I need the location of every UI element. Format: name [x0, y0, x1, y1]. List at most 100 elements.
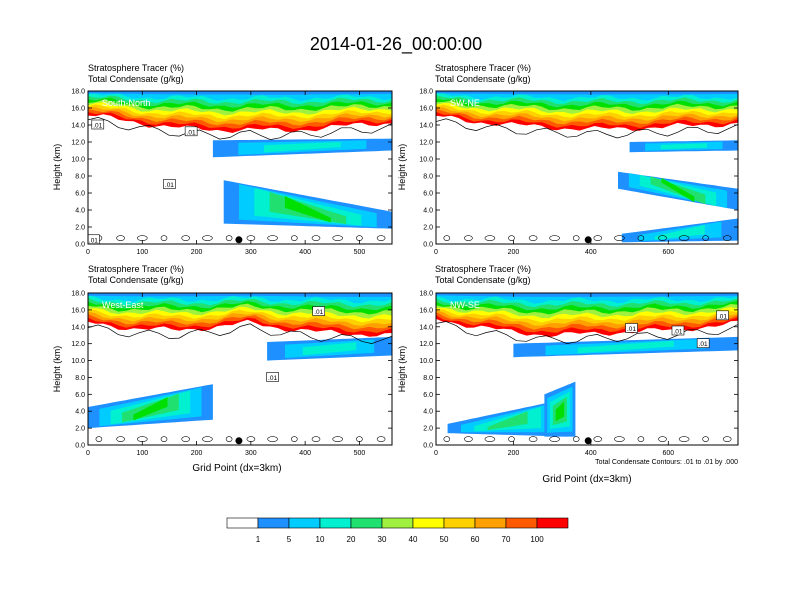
condensate-cell: [181, 235, 190, 241]
condensate-cell: [702, 436, 709, 442]
condensate-cell: [181, 436, 190, 442]
x-tick-label: 600: [662, 450, 674, 457]
condensate-cell: [267, 235, 278, 241]
cloud-layer: [655, 224, 705, 240]
condensate-cell: [637, 436, 645, 442]
condensate-cell: [290, 235, 298, 241]
cloud-layer: [264, 142, 341, 153]
panel-title-tracer: Stratosphere Tracer (%): [435, 264, 531, 274]
condensate-contour: [88, 117, 392, 140]
colorbar-swatch: [412, 517, 445, 529]
x-tick-label: 200: [508, 249, 520, 256]
y-tick-label: 10.0: [419, 157, 433, 164]
x-tick-label: 200: [508, 450, 520, 457]
y-tick-label: 12.0: [419, 341, 433, 348]
y-tick-label: 12.0: [71, 341, 85, 348]
colorbar-label: 20: [347, 535, 356, 544]
colorbar-swatch: [381, 517, 414, 529]
panel-label: West-East: [102, 300, 144, 310]
condensate-cell: [678, 436, 690, 442]
y-tick-label: 4.0: [75, 409, 85, 416]
condensate-cell: [572, 436, 580, 442]
y-tick-label: 8.0: [75, 375, 85, 382]
x-tick-label: 300: [245, 249, 257, 256]
condensate-contour: [88, 323, 392, 344]
x-tick-label: 500: [354, 450, 366, 457]
contour-label: .01: [673, 329, 682, 336]
condensate-cell: [95, 436, 103, 442]
tracer-band: [436, 293, 738, 297]
colorbar-swatch: [474, 517, 507, 529]
contour-label: .01: [314, 309, 323, 316]
cloud-layer: [487, 411, 528, 431]
y-tick-label: 14.0: [419, 324, 433, 331]
colorbar-swatch: [505, 517, 538, 529]
panel-nw-se: Stratosphere Tracer (%) Total Condensate…: [397, 264, 739, 485]
colorbar-swatch: [257, 517, 290, 529]
plot-frame: [87, 292, 393, 446]
x-axis-label: Grid Point (dx=3km): [192, 463, 281, 474]
condensate-cell: [508, 436, 515, 442]
colorbar-label: 40: [409, 535, 418, 544]
y-tick-label: 14.0: [71, 324, 85, 331]
x-tick-label: 200: [191, 450, 203, 457]
panel-sw-ne: Stratosphere Tracer (%) Total Condensate…: [397, 63, 739, 256]
contour-label-box: [696, 338, 710, 348]
x-tick-label: 200: [191, 249, 203, 256]
y-tick-label: 6.0: [75, 191, 85, 198]
y-tick-label: 2.0: [75, 225, 85, 232]
contour-label: .01: [627, 326, 636, 333]
condensate-cell: [549, 436, 560, 442]
y-tick-label: 8.0: [423, 375, 433, 382]
y-tick-label: 2.0: [423, 426, 433, 433]
contour-label-box: [184, 126, 198, 137]
contour-label: .01: [165, 182, 174, 189]
x-tick-label: 0: [434, 450, 438, 457]
plot-body: SW-NE: [436, 91, 738, 244]
x-tick-label: 400: [585, 249, 597, 256]
condensate-cell: [593, 235, 603, 241]
colorbar-label: 60: [471, 535, 480, 544]
condensate-contour: [436, 321, 738, 344]
contour-label-box: [671, 325, 685, 336]
plot-body: .01 .01 .01 .01 South-North: [88, 91, 392, 244]
contour-label-box: [625, 323, 638, 333]
cloud-layer: [284, 196, 331, 223]
cloud-layer: [661, 177, 695, 203]
figure-title: 2014-01-26_00:00:00: [310, 34, 482, 55]
condensate-cell: [443, 235, 451, 241]
tracer-band: [436, 91, 738, 95]
panel-label: SW-NE: [450, 98, 480, 108]
x-tick-label: 300: [245, 450, 257, 457]
condensate-cell: [593, 436, 603, 442]
condensate-cell: [160, 436, 168, 442]
y-tick-label: 0.0: [75, 443, 85, 450]
contour-label-box: [163, 179, 176, 189]
colorbar-label: 30: [378, 535, 387, 544]
plot-area: .01 .01 .01 .01 NW-SE 0.0 2.0 4.0 6.0 8.0 10.0 12.0…: [419, 291, 739, 457]
colorbar-label: 100: [530, 535, 544, 544]
condensate-cell: [678, 235, 690, 241]
tracer-band: [88, 91, 392, 95]
condensate-cell: [484, 235, 496, 241]
colorbar-swatch: [536, 517, 569, 529]
plot-area: .01 .01 .01 .01 South-North 0.0 2.0 4.0 6.0 8.0 10…: [71, 89, 393, 256]
panel-title-condensate: Total Condensate (g/kg): [88, 275, 184, 285]
cloud-layer: [133, 397, 168, 421]
colorbar-label: 1: [256, 535, 261, 544]
y-tick-label: 16.0: [71, 106, 85, 113]
y-tick-label: 6.0: [75, 392, 85, 399]
colorbar-swatch: [226, 517, 259, 529]
condensate-cell: [376, 235, 386, 241]
cloud-layer: [577, 340, 674, 354]
condensate-cell: [311, 436, 321, 442]
condensate-cell: [376, 436, 386, 442]
contour-label: .01: [699, 341, 708, 348]
condensate-cell: [116, 436, 125, 442]
y-tick-label: 10.0: [419, 358, 433, 365]
x-tick-label: 500: [354, 249, 366, 256]
colorbar-swatch: [350, 517, 383, 529]
condensate-cell: [484, 436, 496, 442]
contour-label-box: [716, 310, 729, 321]
